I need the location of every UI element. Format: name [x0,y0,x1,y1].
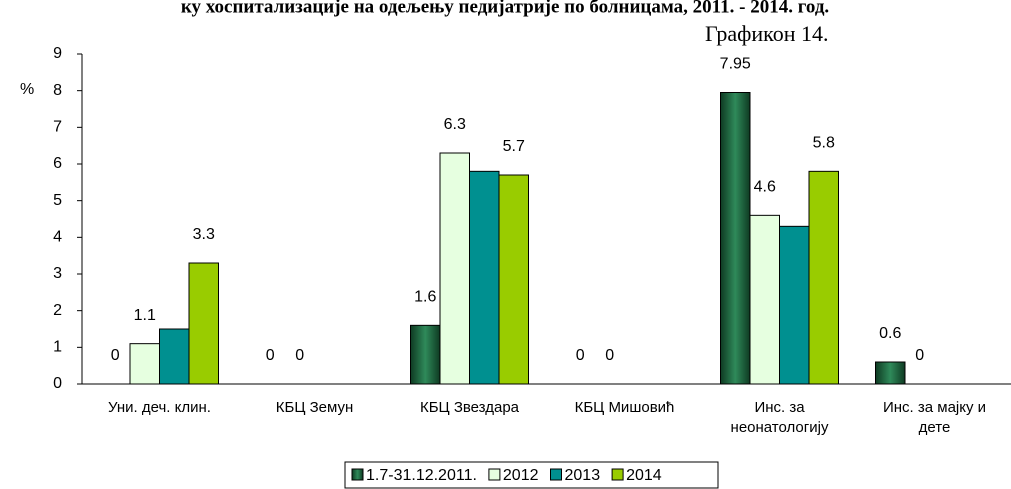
bar [808,170,839,385]
y-tick-label: 4 [53,229,62,246]
legend-swatch [611,468,624,481]
x-tick-label: КБЦ Земун [275,399,354,416]
data-label: 5.7 [503,138,525,155]
legend-label: 2013 [565,467,601,484]
bar [749,214,780,385]
x-tick-label: КБЦ Мишовић [574,399,675,416]
data-label: 0 [295,347,304,364]
data-label: 4.6 [754,179,776,196]
legend-label: 2012 [503,467,539,484]
chart-subtitle: Графикон 14. [705,21,828,46]
data-label: 7.95 [720,56,751,73]
y-tick-label: 0 [53,375,62,392]
data-label: 1.6 [414,289,436,306]
bar [875,361,906,385]
legend-swatch [550,468,562,481]
data-label: 5.8 [813,135,835,152]
data-label: 0 [576,347,585,364]
y-tick-label: 9 [53,45,62,62]
bar [720,92,751,385]
bar [498,174,529,385]
bar [469,170,500,385]
y-tick-label: 8 [53,82,62,99]
bar [129,343,160,385]
x-tick-label: КБЦ Звездара [419,399,520,416]
y-tick-label: 3 [53,265,62,282]
data-label: 0.6 [879,325,901,342]
legend-label: 1.7-31.12.2011. [366,467,477,484]
data-label: 6.3 [444,116,466,133]
bar [410,324,441,385]
y-axis-label: % [20,81,34,98]
x-tick-label: Инс. за мајку и дете [882,399,987,436]
bar [779,225,810,385]
x-tick-label: Инс. за неонатологију [730,399,829,436]
legend-swatch [351,468,364,481]
legend-box [344,461,719,489]
data-label: 0 [266,347,275,364]
bar [188,262,219,385]
y-tick-label: 1 [53,339,62,356]
bar [159,328,190,385]
chart-title: ку хоспитализације на одељењу педијатриј… [181,0,829,17]
legend-swatch [488,468,501,481]
y-tick-label: 7 [53,119,62,136]
data-label: 0 [915,347,924,364]
y-tick-label: 5 [53,192,62,209]
data-label: 1.1 [134,307,156,324]
y-tick-label: 2 [53,302,62,319]
bar [439,152,470,385]
y-tick-label: 6 [53,155,62,172]
legend-label: 2014 [626,467,662,484]
x-tick-label: Уни. деч. клин. [108,399,211,416]
data-label: 0 [111,347,120,364]
data-label: 3.3 [193,226,215,243]
data-label: 0 [605,347,614,364]
